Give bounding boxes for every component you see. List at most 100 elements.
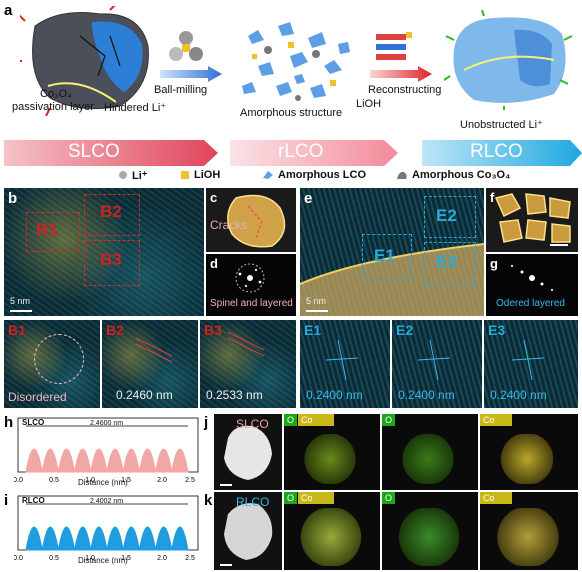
profile-h-tick-label: 0.0	[14, 477, 23, 484]
profile-i-tick-label: 2.5	[185, 555, 195, 562]
scale-bar-b	[10, 310, 32, 312]
spinel-label: Spinel and layered	[210, 298, 293, 309]
zoom-b1: B1 Disordered	[4, 320, 100, 408]
tem-panel-b: B1 B2 B3 5 nm	[4, 188, 204, 316]
d-spacing-e3: 0.2400 nm	[490, 388, 547, 402]
lattice-lines-b2	[135, 337, 173, 363]
diffraction-spots	[510, 264, 554, 292]
surface-region	[300, 243, 484, 316]
saed-panel-g: Odered layered	[486, 254, 578, 316]
panel-label-f: f	[490, 190, 495, 205]
panel-label-k: k	[204, 492, 213, 509]
legend-li-icon	[119, 171, 127, 179]
profile-h-tick-label: 1.0	[85, 477, 95, 484]
box-e1	[362, 234, 412, 280]
legend-amorphous-co3o4: Amorphous Co₃O₄	[412, 169, 511, 181]
box-b3-label: B3	[100, 250, 122, 269]
zoom-e1-label: E1	[304, 322, 322, 338]
reconstructing-label: Reconstructing	[368, 84, 442, 96]
lattice-lines-e2	[417, 339, 451, 381]
stage-rlco: RLCO	[470, 141, 523, 162]
odered-label: Odered layered	[496, 298, 565, 309]
zoom-e2: E2 0.2400 nm	[392, 320, 482, 408]
d-spacing-b3: 0.2533 nm	[206, 388, 263, 402]
ball-mill-icon	[169, 31, 203, 61]
legend-lioh: LiOH	[194, 169, 221, 181]
passivation-label: passivation layer	[12, 101, 94, 113]
profile-h-tick-label: 0.5	[49, 477, 59, 484]
profile-i-tick-label: 0.0	[14, 555, 23, 562]
box-e2	[424, 196, 476, 238]
eds-k-o: O	[382, 492, 478, 570]
sem-panel-c: Cracks	[206, 188, 296, 252]
d-spacing-e1: 0.2400 nm	[306, 388, 363, 402]
tag-o: O	[284, 492, 298, 504]
disorder-circle	[34, 334, 84, 384]
zoom-b3-label: B3	[204, 322, 222, 338]
scale-bar-j	[220, 484, 232, 486]
profile-i-tag: RLCO	[22, 496, 45, 505]
scale-bar-e	[306, 310, 328, 312]
haadf-j	[214, 414, 282, 490]
profile-i-tick-label: 0.5	[49, 555, 59, 562]
panel-label-e: e	[304, 190, 313, 207]
panel-label-j: j	[204, 414, 209, 431]
panel-label-d: d	[210, 256, 218, 271]
map-blob	[304, 434, 356, 484]
tag-co: Co	[298, 492, 334, 504]
reconstruct-icon	[376, 32, 412, 60]
eds-j-oco: O Co	[284, 414, 380, 490]
line-profile-i: 0.0 0.5 1.0 1.5 2.0 2.5	[14, 495, 199, 562]
tag-o: O	[284, 414, 298, 426]
tag-co: Co	[480, 414, 512, 426]
tem-panel-e: E1 E2 E3 5 nm	[300, 188, 484, 316]
box-b1	[26, 212, 80, 252]
box-b2-label: B2	[100, 202, 122, 221]
box-e3-label: E3	[436, 252, 457, 271]
legend-alco-icon	[263, 171, 273, 179]
box-e3	[424, 242, 476, 286]
profile-h-span: 2.4600 nm	[90, 420, 124, 427]
line-profile-h: 0.0 0.5 1.0 1.5 2.0 2.5	[14, 417, 199, 484]
ball-milling-label: Ball-milling	[154, 84, 208, 96]
panel-label-i: i	[4, 492, 9, 509]
saed-panel-d: Spinel and layered	[206, 254, 296, 316]
scale-e-label: 5 nm	[306, 296, 327, 306]
map-blob	[496, 508, 560, 566]
panel-label-a: a	[4, 2, 13, 19]
legend-amorphous-lco: Amorphous LCO	[278, 169, 366, 181]
zoom-e2-label: E2	[396, 322, 414, 338]
particle-j	[224, 425, 272, 480]
profile-i-tick-label: 2.0	[157, 555, 167, 562]
zoom-b2: B2 0.2460 nm	[102, 320, 198, 408]
legend-lioh-icon	[181, 171, 189, 179]
eds-j-title: SLCO	[236, 417, 269, 431]
box-e1-label: E1	[374, 246, 395, 265]
sem-panel-f	[486, 188, 578, 252]
box-b1-label: B1	[36, 220, 58, 239]
cracks-label: Cracks	[210, 218, 248, 232]
profile-i-tick-label: 1.0	[85, 555, 95, 562]
tag-o: O	[382, 414, 396, 426]
unobstructed-label: Unobstructed Li⁺	[460, 119, 543, 131]
box-e2-label: E2	[436, 206, 457, 225]
profile-h-tick-label: 2.5	[185, 477, 195, 484]
eds-k-co: Co	[480, 492, 578, 570]
zoom-e3: E3 0.2400 nm	[484, 320, 578, 408]
amorphous-label: Amorphous structure	[240, 107, 343, 119]
map-blob	[402, 434, 454, 484]
box-b2	[84, 194, 140, 236]
profile-h-peaks	[25, 448, 189, 473]
arrow-reconstructing	[370, 66, 432, 82]
zoom-b3: B3 0.2533 nm	[200, 320, 296, 408]
legend-li: Li⁺	[132, 170, 148, 182]
d-spacing-e2: 0.2400 nm	[398, 388, 455, 402]
tag-o: O	[382, 492, 396, 504]
legend-aco-icon	[397, 171, 407, 179]
stage-rlco-lower: rLCO	[278, 141, 324, 162]
zoom-e1: E1 0.2400 nm	[300, 320, 390, 408]
profile-i-peaks	[25, 526, 189, 551]
panel-label-h: h	[4, 414, 14, 431]
profile-i-tick-label: 1.5	[121, 555, 131, 562]
lioh-arrow-label: LiOH	[356, 98, 382, 110]
